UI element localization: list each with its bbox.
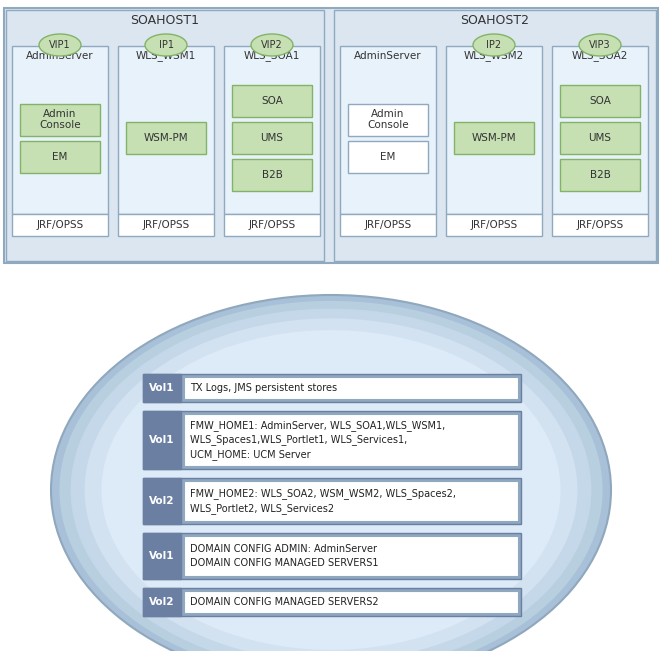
FancyBboxPatch shape [143, 411, 521, 469]
Text: Vol1: Vol1 [149, 383, 175, 393]
Text: FMW_HOME2: WLS_SOA2, WSM_WSM2, WLS_Spaces2,
WLS_Portlet2, WLS_Services2: FMW_HOME2: WLS_SOA2, WSM_WSM2, WLS_Space… [190, 488, 456, 514]
Text: SOA: SOA [261, 96, 283, 106]
Ellipse shape [473, 34, 515, 56]
FancyBboxPatch shape [143, 478, 521, 524]
FancyBboxPatch shape [143, 533, 181, 579]
Text: EM: EM [52, 152, 68, 161]
Text: IP1: IP1 [158, 40, 173, 50]
FancyBboxPatch shape [552, 214, 648, 236]
FancyBboxPatch shape [446, 214, 542, 236]
Text: Admin
Console: Admin Console [367, 109, 409, 130]
FancyBboxPatch shape [340, 214, 436, 236]
Text: VIP2: VIP2 [261, 40, 283, 50]
FancyBboxPatch shape [334, 10, 656, 261]
Ellipse shape [145, 34, 187, 56]
FancyBboxPatch shape [143, 588, 181, 616]
FancyBboxPatch shape [118, 46, 214, 214]
Text: Vol2: Vol2 [149, 496, 175, 506]
FancyBboxPatch shape [232, 85, 312, 117]
Text: Vol1: Vol1 [149, 435, 175, 445]
FancyBboxPatch shape [143, 411, 181, 469]
FancyBboxPatch shape [560, 122, 640, 154]
Ellipse shape [579, 34, 621, 56]
FancyBboxPatch shape [143, 374, 181, 402]
FancyBboxPatch shape [560, 85, 640, 117]
Text: IP2: IP2 [487, 40, 502, 50]
Text: SOA: SOA [589, 96, 611, 106]
Text: SOAHOST2: SOAHOST2 [461, 14, 530, 27]
FancyBboxPatch shape [6, 10, 324, 261]
FancyBboxPatch shape [12, 214, 108, 236]
Text: DOMAIN CONFIG MANAGED SERVERS2: DOMAIN CONFIG MANAGED SERVERS2 [190, 597, 379, 607]
Ellipse shape [51, 295, 611, 651]
Text: WLS_WSM1: WLS_WSM1 [136, 51, 196, 61]
Text: B2B: B2B [261, 170, 283, 180]
Text: JRF/OPSS: JRF/OPSS [364, 220, 412, 230]
FancyBboxPatch shape [126, 122, 206, 154]
Text: JRF/OPSS: JRF/OPSS [471, 220, 518, 230]
FancyBboxPatch shape [20, 104, 100, 135]
Text: JRF/OPSS: JRF/OPSS [36, 220, 83, 230]
FancyBboxPatch shape [184, 591, 518, 613]
FancyBboxPatch shape [348, 141, 428, 173]
Text: SOAHOST1: SOAHOST1 [130, 14, 199, 27]
FancyBboxPatch shape [143, 374, 521, 402]
FancyBboxPatch shape [552, 46, 648, 214]
Text: WLS_SOA2: WLS_SOA2 [572, 51, 628, 61]
FancyBboxPatch shape [232, 159, 312, 191]
Ellipse shape [39, 34, 81, 56]
FancyBboxPatch shape [184, 536, 518, 576]
FancyBboxPatch shape [184, 481, 518, 521]
Ellipse shape [71, 309, 591, 651]
Text: FMW_HOME1: AdminServer, WLS_SOA1,WLS_WSM1,
WLS_Spaces1,WLS_Portlet1, WLS_Service: FMW_HOME1: AdminServer, WLS_SOA1,WLS_WSM… [190, 421, 446, 460]
Text: Vol2: Vol2 [149, 597, 175, 607]
Text: Admin
Console: Admin Console [39, 109, 81, 130]
Text: B2B: B2B [590, 170, 610, 180]
Text: WLS_SOA1: WLS_SOA1 [244, 51, 300, 61]
Text: UMS: UMS [261, 133, 283, 143]
FancyBboxPatch shape [340, 46, 436, 214]
FancyBboxPatch shape [12, 46, 108, 214]
Text: Vol1: Vol1 [149, 551, 175, 561]
FancyBboxPatch shape [4, 8, 658, 263]
Text: VIP1: VIP1 [49, 40, 71, 50]
Ellipse shape [101, 330, 561, 650]
FancyBboxPatch shape [348, 104, 428, 135]
Text: UMS: UMS [589, 133, 612, 143]
Ellipse shape [85, 318, 577, 651]
FancyBboxPatch shape [560, 159, 640, 191]
FancyBboxPatch shape [143, 478, 181, 524]
FancyBboxPatch shape [184, 414, 518, 466]
Text: JRF/OPSS: JRF/OPSS [248, 220, 296, 230]
FancyBboxPatch shape [118, 214, 214, 236]
Text: AdminServer: AdminServer [354, 51, 422, 61]
FancyBboxPatch shape [143, 533, 521, 579]
Text: EM: EM [380, 152, 396, 161]
Ellipse shape [60, 301, 602, 651]
Ellipse shape [251, 34, 293, 56]
FancyBboxPatch shape [20, 141, 100, 173]
Text: JRF/OPSS: JRF/OPSS [142, 220, 189, 230]
FancyBboxPatch shape [143, 588, 521, 616]
FancyBboxPatch shape [184, 377, 518, 399]
FancyBboxPatch shape [224, 46, 320, 214]
Text: AdminServer: AdminServer [26, 51, 94, 61]
Text: JRF/OPSS: JRF/OPSS [577, 220, 624, 230]
Text: DOMAIN CONFIG ADMIN: AdminServer
DOMAIN CONFIG MANAGED SERVERS1: DOMAIN CONFIG ADMIN: AdminServer DOMAIN … [190, 544, 379, 568]
FancyBboxPatch shape [446, 46, 542, 214]
Text: WSM-PM: WSM-PM [472, 133, 516, 143]
Text: WLS_WSM2: WLS_WSM2 [464, 51, 524, 61]
Text: VIP3: VIP3 [589, 40, 611, 50]
FancyBboxPatch shape [224, 214, 320, 236]
FancyBboxPatch shape [454, 122, 534, 154]
Text: TX Logs, JMS persistent stores: TX Logs, JMS persistent stores [190, 383, 337, 393]
Text: WSM-PM: WSM-PM [144, 133, 188, 143]
FancyBboxPatch shape [232, 122, 312, 154]
